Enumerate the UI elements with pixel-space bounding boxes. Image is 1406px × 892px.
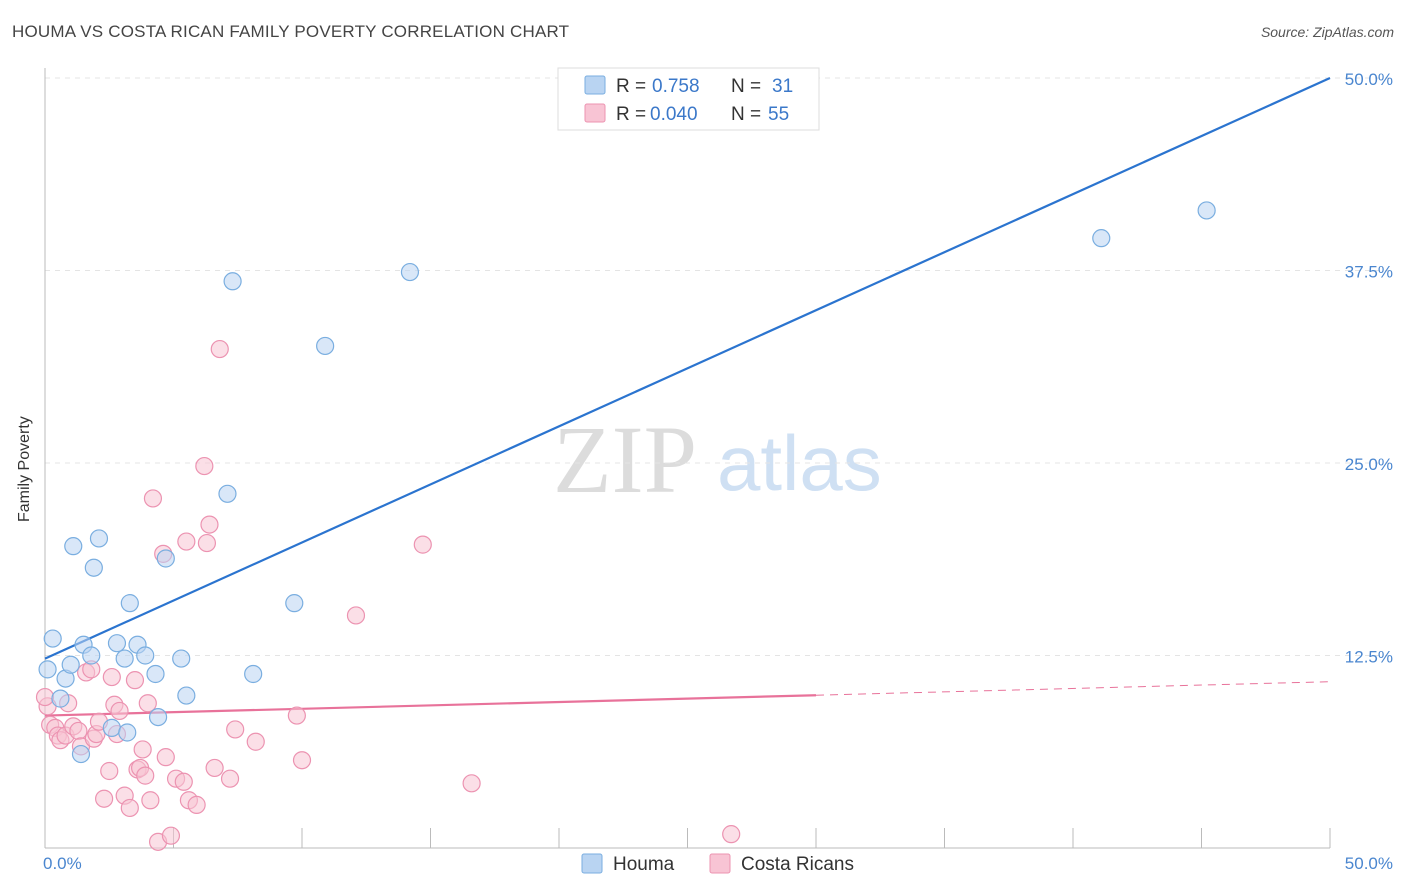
point-costa-ricans-46: [226, 720, 245, 739]
point-houma-24: [223, 272, 242, 291]
point-houma-22: [177, 686, 196, 705]
point-costa-ricans-39: [187, 795, 206, 814]
point-houma-6: [71, 744, 91, 764]
point-houma-18: [146, 664, 165, 684]
correlation-legend: R = 0.758 N = 31 R = 0.040 N = 55: [557, 67, 820, 131]
point-costa-ricans-50: [346, 606, 366, 625]
legend-n-value-houma: 31: [772, 76, 793, 97]
point-houma-11: [102, 718, 121, 737]
point-houma-1: [43, 629, 62, 648]
point-costa-ricans-44: [210, 339, 229, 359]
point-houma-15: [120, 594, 139, 613]
point-costa-ricans-20: [110, 701, 129, 721]
y-tick-label-2: 37.5%: [1345, 263, 1393, 282]
point-costa-ricans-29: [141, 791, 160, 810]
legend-r-label-costa-ricans: R =: [616, 104, 646, 125]
point-costa-ricans-22: [120, 798, 139, 818]
legend-swatch-houma: [584, 75, 606, 95]
point-houma-21: [172, 649, 191, 668]
point-costa-ricans-33: [156, 748, 175, 767]
point-houma-5: [64, 537, 83, 556]
point-houma-8: [82, 646, 101, 665]
legend-n-label-houma: N =: [731, 76, 761, 97]
point-houma-9: [84, 558, 103, 577]
point-costa-ricans-49: [292, 751, 312, 770]
point-costa-ricans-16: [100, 761, 119, 781]
point-houma-12: [107, 634, 127, 653]
chart-title: HOUMA VS COSTA RICAN FAMILY POVERTY CORR…: [12, 22, 570, 41]
x-tick-label-1: 50.0%: [1345, 854, 1393, 873]
y-axis-label: Family Poverty: [16, 416, 33, 522]
trend-lines: [44, 76, 1331, 717]
data-points: [35, 201, 1216, 851]
point-costa-ricans-40: [195, 456, 214, 476]
point-houma-20: [156, 549, 175, 568]
point-houma-4: [61, 655, 80, 674]
point-costa-ricans-47: [246, 732, 265, 751]
point-costa-ricans-54: [35, 687, 55, 707]
point-costa-ricans-23: [125, 671, 145, 690]
point-costa-ricans-34: [161, 826, 181, 845]
point-costa-ricans-28: [138, 694, 157, 713]
point-houma-0: [38, 660, 57, 679]
watermark-zip: ZIP: [553, 406, 697, 513]
point-costa-ricans-30: [143, 489, 163, 508]
point-costa-ricans-48: [287, 706, 306, 725]
point-houma-28: [400, 262, 420, 282]
bottom-legend-swatch-costa-ricans: [709, 853, 731, 874]
point-costa-ricans-8: [69, 721, 88, 741]
point-houma-29: [1092, 229, 1111, 248]
point-costa-ricans-17: [102, 667, 121, 687]
point-houma-19: [148, 707, 168, 727]
bottom-legend-label-costa-ricans: Costa Ricans: [741, 854, 854, 875]
legend-r-value-costa-ricans: 0.040: [650, 104, 698, 125]
point-houma-13: [115, 649, 134, 668]
legend-r-value-houma: 0.758: [652, 76, 700, 97]
point-costa-ricans-45: [220, 769, 240, 788]
point-costa-ricans-42: [200, 515, 219, 534]
point-costa-ricans-51: [413, 535, 432, 554]
point-costa-ricans-15: [95, 789, 114, 808]
y-tick-label-1: 25.0%: [1345, 455, 1393, 474]
point-costa-ricans-52: [462, 774, 481, 793]
legend-swatch-costa-ricans: [584, 103, 606, 123]
point-houma-26: [285, 594, 304, 613]
trend-line-houma: [44, 76, 1331, 660]
point-houma-2: [51, 689, 70, 708]
point-costa-ricans-37: [177, 532, 196, 551]
point-houma-27: [316, 336, 335, 356]
grid-lines: [45, 77, 1395, 656]
legend-n-value-costa-ricans: 55: [768, 104, 789, 125]
x-tick-label-0: 0.0%: [43, 854, 82, 873]
point-costa-ricans-53: [722, 825, 741, 844]
point-costa-ricans-43: [205, 758, 224, 778]
point-costa-ricans-27: [136, 766, 155, 785]
point-houma-10: [89, 529, 109, 548]
point-costa-ricans-36: [174, 772, 193, 791]
point-houma-23: [218, 484, 237, 503]
bottom-legend-label-houma: Houma: [613, 854, 675, 875]
y-tick-label-3: 50.0%: [1345, 70, 1393, 89]
y-tick-label-0: 12.5%: [1345, 648, 1393, 667]
tick-labels: 12.5% 25.0% 37.5% 50.0% 0.0% 50.0%: [43, 70, 1393, 873]
point-costa-ricans-41: [197, 533, 217, 553]
legend-r-label-houma: R =: [616, 76, 646, 97]
point-costa-ricans-26: [133, 740, 152, 759]
trend-line-costa-ricans: [44, 694, 817, 717]
bottom-legend-swatch-houma: [581, 853, 603, 874]
point-houma-25: [244, 664, 263, 684]
point-houma-30: [1197, 201, 1216, 220]
point-houma-17: [136, 646, 155, 665]
chart-source: Source: ZipAtlas.com: [1260, 24, 1394, 40]
series-legend: Houma Costa Ricans: [581, 853, 854, 875]
point-houma-14: [118, 723, 137, 742]
trend-line-costa-ricans-extension: [815, 681, 1331, 696]
legend-n-label-costa-ricans: N =: [731, 104, 761, 125]
